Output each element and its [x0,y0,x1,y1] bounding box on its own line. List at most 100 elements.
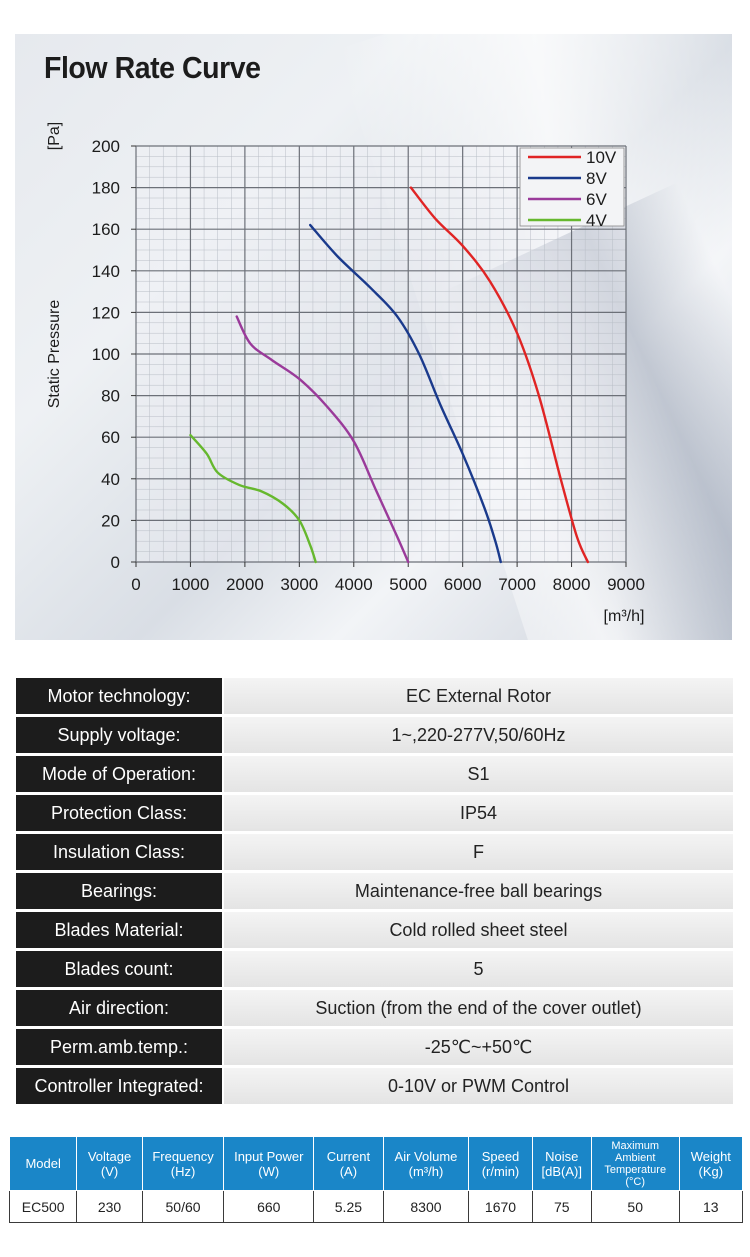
spec-value: EC External Rotor [224,678,733,714]
spec-label: Perm.amb.temp.: [16,1029,222,1065]
header-unit: (°C) [625,1175,646,1188]
spec-row: Perm.amb.temp.: -25℃~+50℃ [16,1029,733,1065]
flow-rate-chart-panel: Flow Rate Curve 0 1000 2000 3000 4000 5000 600… [15,34,732,640]
x-tick-label: 9000 [607,575,645,594]
y-tick-label: 60 [101,428,120,447]
y-tick-label: 160 [92,220,120,239]
spec-row: Bearings: Maintenance-free ball bearings [16,873,733,909]
series-line-10v [409,186,590,564]
y-tick-label: 120 [92,303,120,322]
header-unit: (m³/h) [408,1163,444,1179]
y-tick-label: 180 [92,179,120,198]
spec-row: Motor technology: EC External Rotor [16,678,733,714]
y-tick-label: 100 [92,345,120,364]
model-table-header: Noise [dB(A)] [531,1136,592,1191]
model-table-header: Input Power (W) [223,1136,315,1191]
flow-rate-chart: 0 1000 2000 3000 4000 5000 6000 7000 8000 9000 0 20… [46,122,645,625]
model-table-header: Model [8,1136,78,1191]
header-unit: [dB(A)] [541,1163,582,1179]
header-unit: (V) [100,1163,119,1179]
table-cell: 5.25 [313,1190,384,1223]
spec-label: Protection Class: [16,795,222,831]
spec-value: Cold rolled sheet steel [224,912,733,948]
legend-box [519,147,625,227]
series-line-4v [189,433,317,564]
y-axis-unit: [Pa] [46,122,63,150]
spec-label: Bearings: [16,873,222,909]
model-table-body: EC500 230 50/60 660 5.25 8300 1670 75 50 13 [8,1190,744,1223]
table-cell: 50/60 [141,1190,225,1223]
spec-value: 1~,220-277V,50/60Hz [224,717,733,753]
x-tick-label: 5000 [389,575,427,594]
table-cell: 1670 [468,1190,533,1223]
spec-value: IP54 [224,795,733,831]
x-tick-label: 0 [131,575,140,594]
spec-label: Insulation Class: [16,834,222,870]
model-table-header-row: Model Voltage (V) Frequency (Hz) Input Power(… [8,1136,744,1191]
spec-table: Motor technology: EC External Rotor Supply… [16,678,733,1107]
spec-value: S1 [224,756,733,792]
y-tick-label: 0 [111,553,120,572]
table-cell: EC500 [8,1190,78,1223]
table-cell: 230 [76,1190,143,1223]
header-unit: (A) [339,1163,358,1179]
header-name: Input Power [234,1148,304,1164]
table-cell: 8300 [382,1190,470,1223]
model-table-header: Voltage (V) [76,1136,143,1191]
spec-value: 0-10V or PWM Control [224,1068,733,1104]
spec-row: Supply voltage: 1~,220-277V,50/60Hz [16,717,733,753]
x-tick-label: 7000 [498,575,536,594]
series-line-8v [309,223,502,564]
model-table-header: Current (A) [313,1136,384,1191]
x-tick-label: 6000 [444,575,482,594]
header-name: Speed [481,1148,520,1164]
legend-label: 6V [586,190,607,209]
model-table-header: Speed (r/min) [468,1136,533,1191]
model-table-header: Maximum Ambient Temperature (°C) [590,1136,680,1191]
x-tick-label: 2000 [226,575,264,594]
model-table-header: Weight (Kg) [678,1136,744,1191]
spec-label: Supply voltage: [16,717,222,753]
model-table-header: Air Volume (m³/h) [382,1136,470,1191]
table-cell: 13 [678,1190,744,1223]
model-table: Model Voltage (V) Frequency (Hz) Input Power(… [8,1136,744,1223]
x-tick-label: 4000 [335,575,373,594]
y-tick-label: 140 [92,262,120,281]
spec-label: Motor technology: [16,678,222,714]
legend-label: 10V [586,148,617,167]
spec-row: Mode of Operation: S1 [16,756,733,792]
spec-value: F [224,834,733,870]
y-axis-label: Static Pressure [46,300,63,409]
header-unit: (Hz) [170,1163,196,1179]
chart-title: Flow Rate Curve [44,50,261,85]
x-tick-label: 8000 [553,575,591,594]
spec-value: Suction (from the end of the cover outle… [224,990,733,1026]
spec-value: 5 [224,951,733,987]
x-axis-unit: [m³/h] [604,608,645,625]
spec-label: Air direction: [16,990,222,1026]
spec-row: Blades Material: Cold rolled sheet steel [16,912,733,948]
spec-label: Mode of Operation: [16,756,222,792]
spec-value: -25℃~+50℃ [224,1029,733,1065]
model-table-header: Frequency (Hz) [141,1136,225,1191]
header-name: Noise [545,1148,579,1164]
spec-row: Controller Integrated: 0-10V or PWM Contr… [16,1068,733,1104]
header-unit: (r/min) [481,1163,520,1179]
y-tick-label: 20 [101,511,120,530]
legend-label: 8V [586,169,607,188]
header-name: Air Volume [394,1148,458,1164]
header-name: Current [326,1148,371,1164]
x-tick-label: 3000 [280,575,318,594]
table-cell: 75 [531,1190,592,1223]
table-cell: 660 [223,1190,315,1223]
header-name: Maximum Ambient Temperature [604,1139,667,1176]
header-name: Voltage [87,1148,132,1164]
spec-label: Blades count: [16,951,222,987]
table-row: EC500 230 50/60 660 5.25 8300 1670 75 50 13 [8,1190,744,1223]
spec-row: Blades count: 5 [16,951,733,987]
spec-label: Blades Material: [16,912,222,948]
header-name: Model [25,1156,61,1171]
x-tick-label: 1000 [172,575,210,594]
legend-label: 4V [586,211,607,230]
spec-value: Maintenance-free ball bearings [224,873,733,909]
